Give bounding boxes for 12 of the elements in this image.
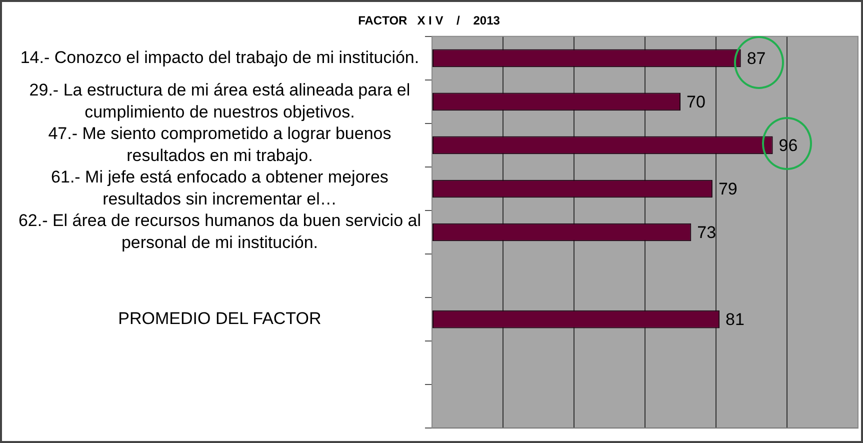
y-tick-label: 14.- Conozco el impacto del trabajo de mi institución. (20, 48, 420, 67)
data-label: 79 (718, 179, 738, 198)
y-tick-label: 62.- El área de recursos humanos da buen servicio al personal de mi institución. (18, 211, 422, 252)
y-tick-label: 29.- La estructura de mi área está alineada para el cumplimiento de nuestros objetivos. (29, 80, 410, 122)
data-label: 81 (726, 310, 744, 329)
y-tick-label: 47.- Me siento comprometido a lograr buenos resultados en mi trabajo. (48, 124, 392, 165)
data-label: 73 (697, 222, 716, 242)
chart-title: FACTOR X I V / 2013 (358, 14, 500, 28)
y-tick-label: PROMEDIO DEL FACTOR (118, 308, 322, 328)
y-tick-label: 61.- Mi jefe está enfocado a obtener mejores resultados sin incrementar el… (51, 168, 388, 208)
data-label: 87 (746, 48, 766, 68)
data-label: 70 (686, 92, 706, 112)
